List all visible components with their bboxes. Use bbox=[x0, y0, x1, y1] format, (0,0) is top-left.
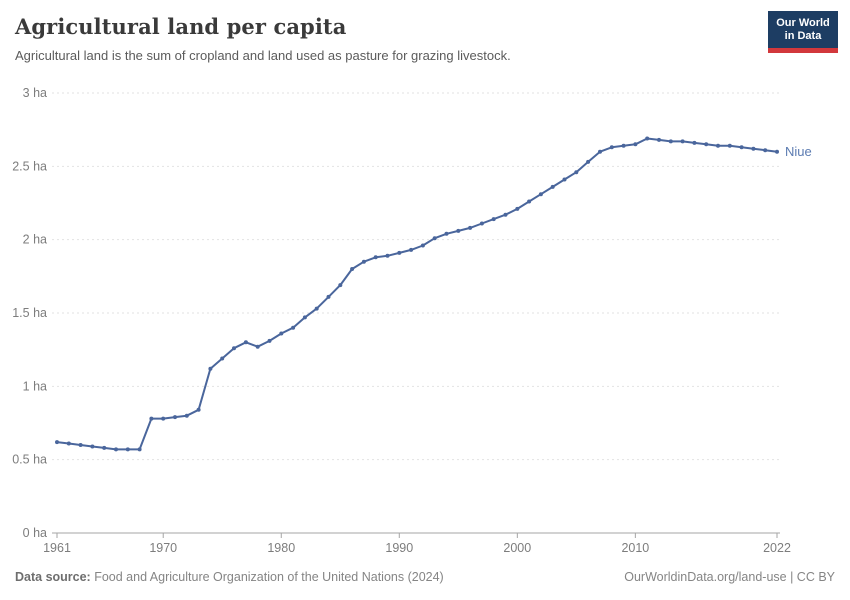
y-tick-label: 0.5 ha bbox=[12, 453, 47, 467]
data-point[interactable] bbox=[621, 143, 626, 148]
x-tick-label: 1980 bbox=[267, 541, 295, 555]
x-tick-label: 2000 bbox=[503, 541, 531, 555]
data-point[interactable] bbox=[255, 344, 260, 349]
footer-license-link[interactable]: OurWorldinData.org/land-use | CC BY bbox=[624, 570, 835, 584]
y-tick-label: 1.5 ha bbox=[12, 306, 47, 320]
data-point[interactable] bbox=[196, 407, 201, 412]
data-point[interactable] bbox=[609, 145, 614, 150]
data-point[interactable] bbox=[326, 294, 331, 299]
data-point[interactable] bbox=[173, 415, 177, 420]
data-point[interactable] bbox=[302, 315, 307, 320]
data-point[interactable] bbox=[208, 366, 213, 371]
chart-footer: Data source: Food and Agriculture Organi… bbox=[15, 570, 835, 584]
data-point[interactable] bbox=[751, 146, 756, 151]
data-point[interactable] bbox=[55, 440, 59, 445]
data-point[interactable] bbox=[538, 192, 543, 197]
data-point[interactable] bbox=[385, 253, 390, 258]
data-point[interactable] bbox=[149, 416, 154, 421]
data-point[interactable] bbox=[645, 136, 650, 141]
data-point[interactable] bbox=[775, 149, 779, 154]
y-tick-label: 2.5 ha bbox=[12, 159, 47, 173]
data-point[interactable] bbox=[586, 159, 591, 164]
data-point[interactable] bbox=[503, 212, 508, 217]
data-point[interactable] bbox=[161, 416, 166, 421]
data-point[interactable] bbox=[739, 145, 744, 150]
data-point[interactable] bbox=[373, 255, 378, 260]
data-point[interactable] bbox=[550, 184, 555, 189]
x-tick-label: 1961 bbox=[43, 541, 71, 555]
data-point[interactable] bbox=[657, 137, 661, 142]
data-point[interactable] bbox=[668, 139, 673, 144]
x-tick-label: 1990 bbox=[385, 541, 413, 555]
data-point[interactable] bbox=[114, 447, 118, 452]
x-tick-label: 2022 bbox=[763, 541, 791, 555]
y-tick-label: 0 ha bbox=[23, 526, 47, 540]
x-tick-label: 2010 bbox=[621, 541, 649, 555]
data-point[interactable] bbox=[397, 250, 402, 255]
data-point[interactable] bbox=[692, 140, 697, 145]
data-point[interactable] bbox=[598, 149, 602, 154]
data-point[interactable] bbox=[267, 338, 272, 343]
data-point[interactable] bbox=[716, 143, 720, 148]
data-point[interactable] bbox=[409, 247, 414, 252]
data-point[interactable] bbox=[763, 148, 768, 153]
data-point[interactable] bbox=[361, 259, 366, 264]
data-point[interactable] bbox=[727, 143, 732, 148]
data-point[interactable] bbox=[232, 346, 236, 351]
owid-logo-text-line1: Our World bbox=[776, 17, 830, 29]
data-point[interactable] bbox=[444, 231, 449, 236]
data-point[interactable] bbox=[66, 441, 71, 446]
data-point[interactable] bbox=[515, 206, 520, 211]
data-point[interactable] bbox=[102, 445, 107, 450]
data-point[interactable] bbox=[90, 444, 95, 449]
y-tick-label: 2 ha bbox=[23, 233, 47, 247]
data-point[interactable] bbox=[314, 306, 319, 311]
data-point[interactable] bbox=[78, 443, 83, 447]
data-point[interactable] bbox=[432, 236, 437, 241]
data-point[interactable] bbox=[291, 325, 296, 330]
data-point[interactable] bbox=[456, 228, 461, 233]
data-point[interactable] bbox=[137, 447, 142, 452]
data-point[interactable] bbox=[184, 413, 189, 418]
y-tick-label: 1 ha bbox=[23, 379, 47, 393]
data-point[interactable] bbox=[574, 170, 579, 175]
data-point[interactable] bbox=[491, 217, 496, 222]
y-tick-label: 3 ha bbox=[23, 86, 47, 100]
data-point[interactable] bbox=[350, 267, 355, 271]
data-point[interactable] bbox=[680, 139, 685, 144]
data-source-note: Data source: Food and Agriculture Organi… bbox=[15, 570, 444, 584]
data-point[interactable] bbox=[562, 177, 567, 182]
data-point[interactable] bbox=[468, 225, 473, 230]
series-entity-label[interactable]: Niue bbox=[785, 144, 812, 159]
data-point[interactable] bbox=[243, 340, 248, 345]
data-point[interactable] bbox=[479, 221, 484, 226]
owid-logo-text-line2: in Data bbox=[784, 30, 822, 42]
data-point[interactable] bbox=[633, 142, 638, 147]
x-tick-label: 1970 bbox=[149, 541, 177, 555]
data-point[interactable] bbox=[420, 243, 425, 248]
data-point[interactable] bbox=[220, 356, 225, 361]
data-point[interactable] bbox=[527, 199, 532, 204]
chart-header: Agricultural land per capita Agricultura… bbox=[15, 14, 760, 63]
data-point[interactable] bbox=[338, 283, 343, 288]
owid-logo[interactable]: Our World in Data bbox=[768, 11, 838, 53]
data-point[interactable] bbox=[125, 447, 130, 452]
data-point[interactable] bbox=[704, 142, 709, 147]
data-line[interactable] bbox=[56, 137, 778, 451]
data-point[interactable] bbox=[279, 331, 284, 336]
data-source-label: Data source: bbox=[15, 570, 91, 584]
chart-subtitle: Agricultural land is the sum of cropland… bbox=[15, 48, 511, 63]
data-source-text: Food and Agriculture Organization of the… bbox=[90, 570, 444, 584]
page-title: Agricultural land per capita bbox=[15, 14, 347, 39]
